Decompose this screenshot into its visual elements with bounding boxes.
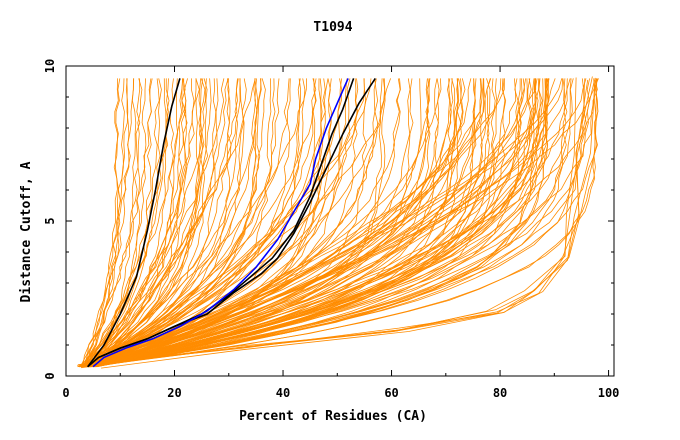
- background-series-line: [86, 78, 491, 368]
- background-series-line: [85, 78, 200, 368]
- background-series-line: [83, 78, 147, 367]
- background-series-line: [85, 78, 498, 368]
- background-series-line: [83, 78, 188, 367]
- background-series-line: [81, 78, 572, 368]
- highlighted-series-line-3: [87, 77, 376, 368]
- background-series-line: [80, 78, 571, 368]
- background-series-line: [81, 78, 442, 368]
- background-series-line: [83, 78, 590, 368]
- y-tick-label: 5: [43, 217, 57, 224]
- background-series-line: [87, 78, 533, 368]
- background-series-line: [80, 78, 332, 368]
- x-tick-label: 60: [384, 386, 398, 400]
- x-tick-label: 20: [167, 386, 181, 400]
- background-series-line: [91, 78, 258, 368]
- background-series-line: [78, 78, 247, 368]
- background-series-line: [96, 78, 531, 368]
- background-series-line: [90, 78, 167, 367]
- background-series-line: [81, 78, 232, 368]
- background-series-line: [93, 78, 195, 367]
- y-tick-label: 0: [43, 372, 57, 379]
- background-series-line: [83, 78, 121, 367]
- background-series-line: [80, 78, 125, 367]
- background-series-line: [81, 78, 519, 368]
- chart-title: T1094: [313, 20, 352, 35]
- background-series-line: [87, 78, 207, 367]
- background-series-line: [89, 78, 549, 368]
- x-tick-label: 0: [62, 386, 69, 400]
- background-series-line: [79, 78, 430, 368]
- background-series-line: [78, 78, 587, 368]
- x-tick-label: 100: [598, 386, 620, 400]
- background-series-line: [85, 78, 317, 368]
- background-series-line: [81, 78, 484, 368]
- background-series-line: [89, 78, 528, 368]
- background-series-line: [82, 78, 414, 368]
- background-series-line: [86, 78, 367, 368]
- background-series-line: [86, 78, 202, 368]
- background-series-line: [95, 78, 317, 368]
- x-axis-label: Percent of Residues (CA): [239, 409, 427, 424]
- background-series-line: [89, 78, 162, 367]
- x-ticks: 0 20 40 60 80 100: [62, 66, 619, 400]
- background-series-line: [79, 78, 141, 367]
- background-series-line: [96, 77, 596, 367]
- background-series-line: [93, 78, 290, 368]
- background-series-line: [91, 78, 241, 367]
- background-series-line: [93, 78, 568, 368]
- background-series-line: [84, 78, 130, 367]
- background-series-line: [82, 78, 598, 368]
- background-series-line: [90, 78, 129, 367]
- background-series-line: [81, 78, 483, 368]
- background-series-line: [88, 78, 197, 367]
- background-series-line: [83, 78, 358, 368]
- background-series-line: [92, 78, 462, 368]
- background-series-line: [82, 78, 379, 368]
- background-series-line: [90, 78, 440, 368]
- background-series-line: [82, 78, 225, 367]
- x-tick-label: 40: [276, 386, 290, 400]
- background-series-line: [83, 78, 550, 368]
- highlighted-series-group: [87, 77, 376, 368]
- background-series-line: [80, 78, 276, 368]
- background-series-line: [89, 78, 537, 368]
- background-series-line: [101, 79, 598, 369]
- background-series-line: [93, 78, 239, 368]
- background-series-line: [84, 78, 135, 367]
- y-ticks: 0 5 10: [43, 59, 614, 380]
- background-series-line: [91, 78, 342, 368]
- background-series-line: [90, 78, 411, 368]
- background-series-line: [90, 78, 160, 367]
- highlighted-series-line-1: [87, 78, 181, 368]
- background-series-line: [77, 78, 541, 368]
- background-series-line: [84, 78, 119, 367]
- background-series-line: [86, 78, 526, 368]
- background-series-line: [96, 78, 496, 368]
- background-series-line: [82, 78, 153, 367]
- background-series-line: [85, 78, 507, 368]
- x-tick-label: 80: [493, 386, 507, 400]
- highlighted-series-line-4: [92, 78, 349, 368]
- background-series-line: [82, 78, 454, 368]
- background-series-line: [86, 78, 206, 368]
- background-series-line: [83, 78, 563, 368]
- background-series-line: [90, 78, 372, 368]
- y-tick-label: 10: [43, 59, 57, 73]
- background-series-line: [91, 78, 262, 368]
- background-series-line: [83, 78, 585, 368]
- background-series-line: [87, 78, 256, 367]
- y-axis-label: Distance Cutoff, A: [19, 161, 34, 302]
- background-series-line: [88, 78, 365, 368]
- background-series-line: [94, 78, 229, 367]
- background-series-line: [86, 78, 307, 368]
- background-series-line: [90, 78, 463, 368]
- background-series-line: [78, 78, 137, 367]
